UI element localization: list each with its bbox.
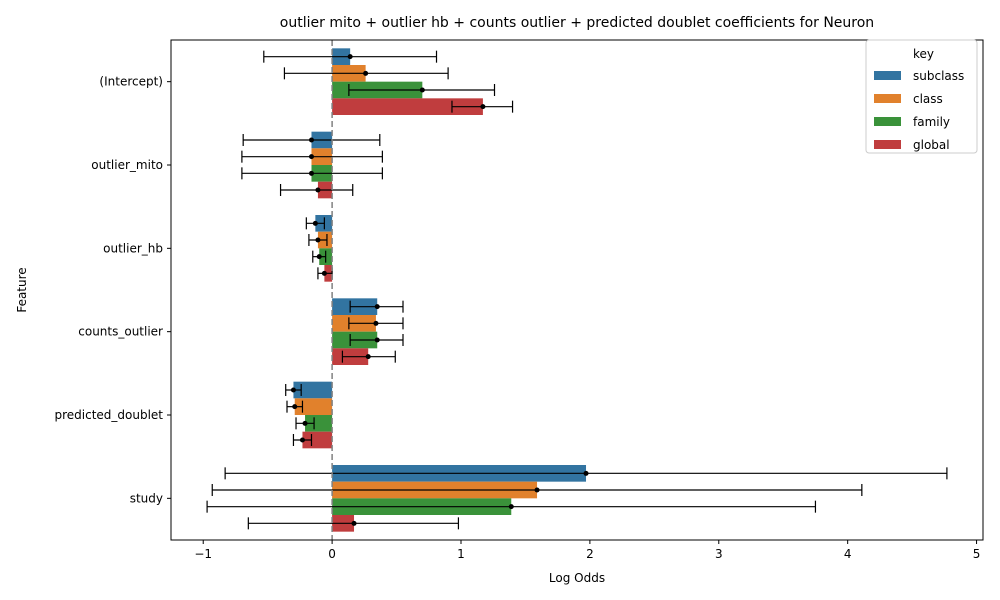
- y-tick-label-5: study: [130, 491, 163, 505]
- point-global-1: [315, 187, 321, 193]
- point-global-0: [480, 104, 486, 110]
- x-tick-label-2: 1: [457, 547, 465, 561]
- x-tick-label-0: −1: [194, 547, 212, 561]
- point-class-1: [308, 154, 314, 160]
- point-subclass-1: [308, 137, 314, 143]
- point-global-5: [351, 520, 357, 526]
- legend-label-class: class: [913, 92, 943, 106]
- y-tick-label-2: outlier_hb: [103, 241, 163, 255]
- point-class-5: [534, 487, 540, 493]
- legend-swatch-global: [874, 140, 901, 149]
- x-tick-label-1: 0: [328, 547, 336, 561]
- point-family-3: [374, 337, 380, 343]
- point-global-4: [299, 437, 305, 443]
- y-tick-label-4: predicted_doublet: [54, 408, 163, 422]
- legend-swatch-family: [874, 117, 901, 126]
- chart-title: outlier mito + outlier hb + counts outli…: [280, 15, 874, 31]
- legend-swatch-class: [874, 94, 901, 103]
- point-global-3: [365, 354, 371, 360]
- legend-label-family: family: [913, 115, 950, 129]
- legend: key subclass class family global: [865, 39, 978, 154]
- point-subclass-0: [347, 54, 353, 60]
- x-tick-label-3: 2: [586, 547, 594, 561]
- point-class-0: [363, 70, 369, 76]
- legend-title: key: [913, 47, 934, 61]
- point-subclass-4: [290, 387, 296, 393]
- x-tick-label-5: 4: [844, 547, 852, 561]
- x-axis-label: Log Odds: [549, 571, 605, 585]
- bar-class-4: [294, 398, 333, 415]
- point-subclass-5: [583, 470, 589, 476]
- point-subclass-3: [374, 304, 380, 310]
- x-tick-label-4: 3: [715, 547, 723, 561]
- y-axis-label: Feature: [15, 267, 29, 312]
- point-family-2: [316, 254, 322, 260]
- point-family-4: [302, 420, 308, 426]
- y-tick-label-3: counts_outlier: [78, 325, 163, 339]
- bar-global-4: [302, 431, 333, 449]
- legend-swatch-subclass: [874, 71, 901, 80]
- bar-family-4: [305, 415, 333, 432]
- axes-frame: [170, 39, 984, 541]
- point-class-3: [373, 320, 379, 326]
- point-family-0: [419, 87, 425, 93]
- legend-label-subclass: subclass: [913, 69, 964, 83]
- axes: −1 0 1 2 3 4 5 (Intercept) outlier_mito outlier_h…: [54, 39, 984, 561]
- point-class-2: [315, 237, 321, 243]
- point-global-2: [321, 270, 327, 276]
- point-family-1: [308, 170, 314, 176]
- point-subclass-2: [312, 220, 318, 226]
- point-class-4: [292, 404, 298, 410]
- y-tick-label-1: outlier_mito: [91, 158, 163, 172]
- legend-label-global: global: [913, 138, 950, 152]
- bar-subclass-4: [293, 381, 333, 399]
- x-tick-label-6: 5: [973, 547, 981, 561]
- plot-area: [206, 40, 948, 540]
- bar-global-0: [332, 98, 483, 115]
- y-tick-label-0: (Intercept): [99, 75, 163, 89]
- point-family-5: [508, 504, 514, 510]
